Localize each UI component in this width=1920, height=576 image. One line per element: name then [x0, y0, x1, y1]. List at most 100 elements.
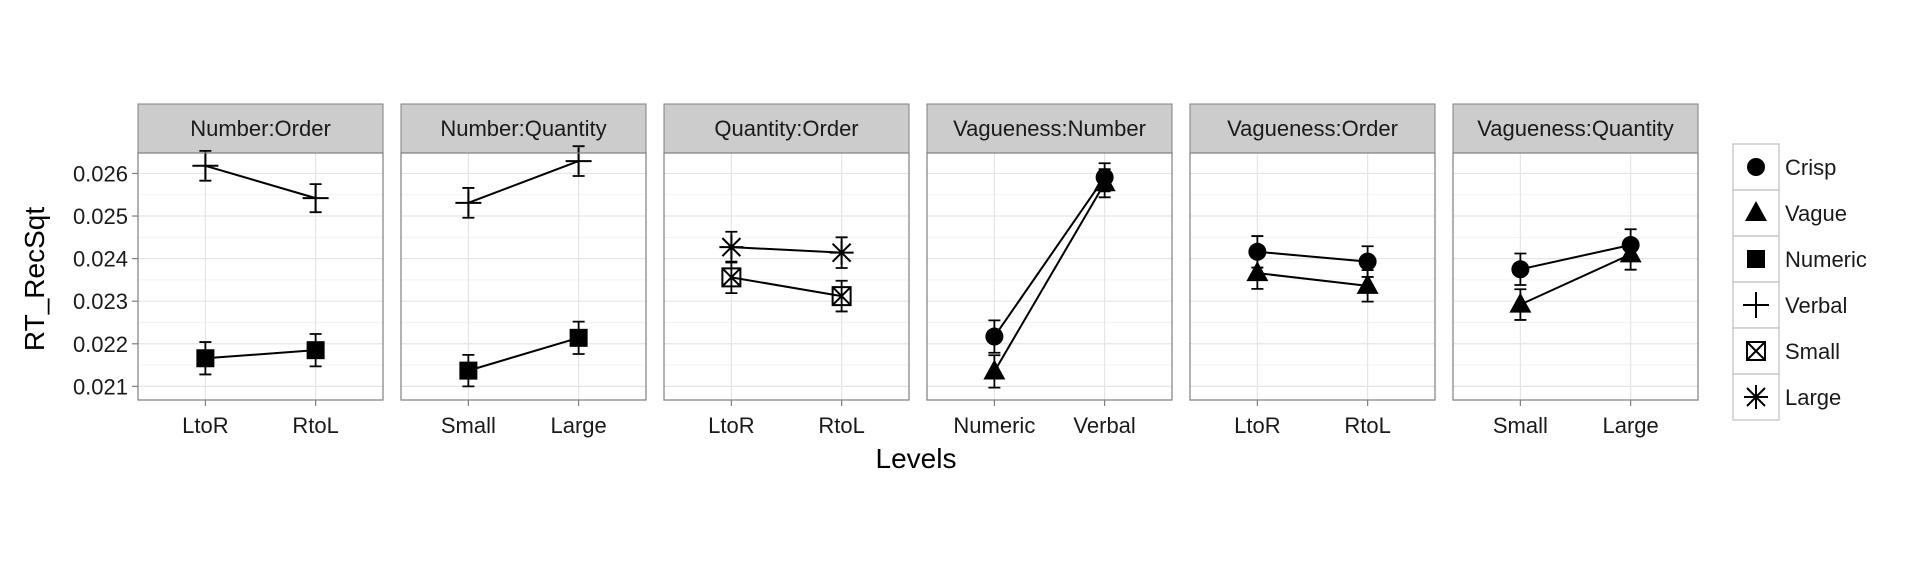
- facet-strip: [1452, 103, 1699, 154]
- data-point: [1248, 242, 1267, 261]
- series-line: [205, 349, 316, 360]
- series-crisp: [1248, 235, 1377, 278]
- y-tick-label: 0.026: [73, 161, 128, 186]
- facet-strip-title: Vagueness:Order: [1227, 116, 1398, 141]
- y-axis-title: RT_RecSqt: [19, 207, 50, 351]
- legend-label: Numeric: [1785, 247, 1867, 272]
- facet-panels: Number:Order LtoR RtoL Number:Quantity Small…: [137, 103, 1699, 438]
- legend-item-numeric: Numeric: [1732, 235, 1867, 283]
- facet-strip-title: Number:Order: [190, 116, 331, 141]
- legend-label: Vague: [1785, 201, 1847, 226]
- series-line: [205, 164, 316, 200]
- legend-symbol: [1747, 158, 1765, 176]
- data-point: [721, 267, 742, 288]
- series-numeric: [459, 320, 588, 388]
- facet-panel: Vagueness:Quantity Small Large: [1452, 103, 1699, 438]
- panel-background: [1190, 153, 1435, 400]
- facet-strip: [400, 103, 647, 154]
- legend-item-large: Large: [1732, 373, 1841, 421]
- legend-label: Verbal: [1785, 293, 1847, 318]
- legend: Crisp Vague Numeric Verbal Small Large: [1732, 143, 1867, 421]
- series-line: [468, 336, 579, 372]
- series-small: [721, 260, 852, 313]
- legend-item-verbal: Verbal: [1732, 281, 1847, 329]
- series-line: [1519, 253, 1632, 306]
- legend-label: Crisp: [1785, 155, 1836, 180]
- facet-panel: Number:Quantity Small Large: [400, 103, 647, 438]
- legend-symbol: [1743, 292, 1769, 318]
- panel-background: [664, 153, 909, 400]
- x-axis-title: Levels: [876, 443, 957, 474]
- series-vague: [1509, 238, 1642, 321]
- facet-panel: Quantity:Order LtoR RtoL: [663, 103, 910, 438]
- panel-border: [137, 152, 384, 401]
- series-vague: [983, 168, 1116, 389]
- data-point: [1509, 292, 1532, 313]
- legend-label: Large: [1785, 385, 1841, 410]
- legend-item-crisp: Crisp: [1732, 143, 1836, 191]
- data-point: [302, 185, 329, 212]
- y-tick-label: 0.025: [73, 204, 128, 229]
- series-line: [993, 176, 1106, 338]
- x-tick-label: LtoR: [708, 413, 754, 438]
- x-tick-label: RtoL: [292, 413, 338, 438]
- x-tick-label: Large: [1602, 413, 1658, 438]
- facet-strip: [926, 103, 1173, 154]
- legend-symbol: [1744, 385, 1768, 409]
- panel-background: [401, 153, 646, 400]
- series-line: [468, 160, 579, 204]
- panel-border: [400, 152, 647, 401]
- legend-item-vague: Vague: [1732, 189, 1847, 237]
- data-point: [831, 286, 852, 307]
- panel-border: [926, 152, 1173, 401]
- data-point: [1511, 260, 1530, 279]
- legend-symbol: [1745, 201, 1767, 221]
- panel-border: [1452, 152, 1699, 401]
- x-tick-label: Small: [441, 413, 496, 438]
- y-tick-label: 0.024: [73, 247, 128, 272]
- data-point: [306, 341, 325, 360]
- series-numeric: [196, 333, 325, 376]
- x-tick-label: RtoL: [1344, 413, 1390, 438]
- data-point: [719, 235, 744, 260]
- y-tick-label: 0.023: [73, 289, 128, 314]
- x-tick-label: Numeric: [953, 413, 1035, 438]
- series-line: [1257, 250, 1368, 263]
- x-tick-label: Small: [1493, 413, 1548, 438]
- panel-border: [1189, 152, 1436, 401]
- facet-strip-title: Vagueness:Number: [953, 116, 1146, 141]
- series-verbal: [192, 149, 329, 214]
- series-line: [731, 246, 842, 254]
- x-tick-label: Verbal: [1073, 413, 1135, 438]
- data-point: [569, 328, 588, 347]
- x-tick-label: RtoL: [818, 413, 864, 438]
- y-tick-label: 0.021: [73, 374, 128, 399]
- legend-symbol: [1746, 341, 1766, 361]
- facet-panel: Number:Order LtoR RtoL: [137, 103, 384, 438]
- data-point: [196, 349, 215, 368]
- series-line: [1520, 244, 1631, 271]
- legend-label: Small: [1785, 339, 1840, 364]
- data-point: [985, 327, 1004, 346]
- data-point: [1619, 242, 1642, 263]
- data-point: [1356, 273, 1379, 294]
- series-line: [1257, 272, 1368, 287]
- panel-background: [138, 153, 383, 400]
- facet-strip-title: Number:Quantity: [440, 116, 606, 141]
- legend-item-small: Small: [1732, 327, 1840, 375]
- data-point: [459, 361, 478, 380]
- data-point: [1246, 261, 1269, 282]
- facet-strip: [137, 103, 384, 154]
- data-point: [455, 189, 482, 216]
- data-point: [983, 359, 1006, 380]
- facet-panel: Vagueness:Order LtoR RtoL: [1189, 103, 1436, 438]
- series-line: [731, 276, 842, 298]
- x-tick-label: LtoR: [1234, 413, 1280, 438]
- panel-background: [1453, 153, 1698, 400]
- data-point: [192, 152, 219, 179]
- x-tick-label: LtoR: [182, 413, 228, 438]
- data-point: [1358, 252, 1377, 271]
- x-tick-label: Large: [550, 413, 606, 438]
- facet-panel: Vagueness:Number Numeric Verbal: [926, 103, 1173, 438]
- data-point: [1093, 171, 1116, 192]
